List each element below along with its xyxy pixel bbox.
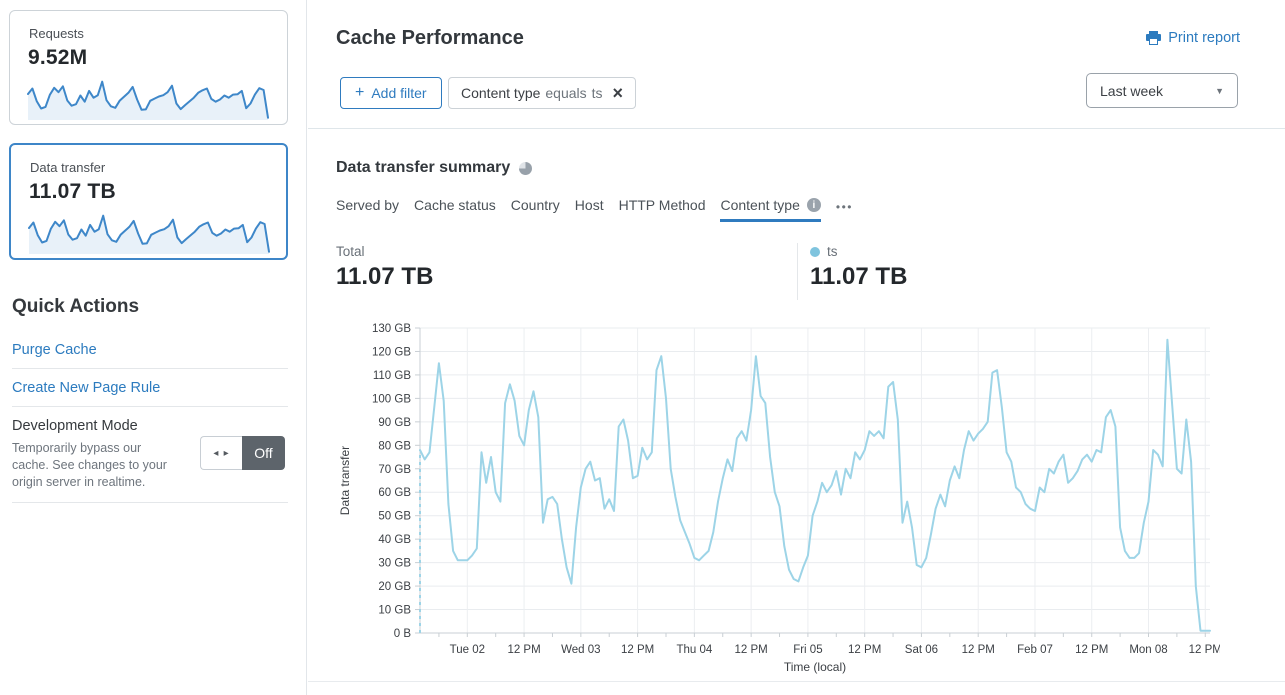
svg-text:Thu 04: Thu 04 [676,644,712,656]
pie-chart-icon [519,161,533,175]
svg-text:80 GB: 80 GB [378,440,411,452]
total-label: Total [336,244,365,259]
page-title: Cache Performance [336,27,524,49]
svg-text:12 PM: 12 PM [735,644,768,656]
development-mode-title: Development Mode [12,418,138,434]
tab-served-by[interactable]: Served by [336,197,400,213]
data-transfer-summary-card[interactable]: Data transfer 11.07 TB [9,143,288,260]
header-divider [308,128,1285,129]
svg-text:30 GB: 30 GB [378,558,411,570]
filter-chip-field: Content type [461,85,541,101]
dimension-tabs: Served by Cache status Country Host HTTP… [336,197,853,222]
data-transfer-card-value: 11.07 TB [29,180,116,203]
create-new-page-rule-link[interactable]: Create New Page Rule [12,380,161,396]
tab-cache-status[interactable]: Cache status [414,197,496,213]
summary-vertical-divider [797,243,798,300]
filter-chip: Content type equals ts × [448,77,637,109]
requests-summary-card[interactable]: Requests 9.52M [9,10,288,125]
bottom-divider [308,681,1285,682]
series-legend: ts [810,244,838,259]
info-icon[interactable]: i [806,198,821,212]
svg-text:12 PM: 12 PM [621,644,654,656]
requests-card-label: Requests [29,26,84,41]
quick-actions-title: Quick Actions [12,296,140,317]
svg-text:Sat 06: Sat 06 [905,644,938,656]
svg-text:70 GB: 70 GB [378,464,411,476]
summary-title: Data transfer summary [336,159,511,176]
svg-text:90 GB: 90 GB [378,417,411,429]
total-value: 11.07 TB [336,263,434,290]
tab-host[interactable]: Host [574,197,604,213]
summary-title-row: Data transfer summary [336,159,533,177]
printer-icon [1146,31,1162,45]
svg-text:10 GB: 10 GB [378,605,411,617]
close-icon[interactable]: × [612,83,624,103]
add-filter-button[interactable]: + Add filter [340,77,442,109]
data-transfer-card-label: Data transfer [30,160,106,175]
development-mode-toggle[interactable]: ◂ ▸ Off [200,436,285,470]
svg-text:130 GB: 130 GB [372,323,411,335]
toggle-off-label[interactable]: Off [242,436,285,470]
series-color-dot [810,246,820,257]
time-range-select[interactable]: Last week ▼ [1086,73,1238,108]
time-range-value: Last week [1100,82,1164,99]
svg-text:12 PM: 12 PM [962,644,995,656]
svg-text:Mon 08: Mon 08 [1129,644,1167,656]
print-report-label: Print report [1168,30,1240,46]
sidebar: Requests 9.52M Data transfer 11.07 TB Qu… [0,0,307,695]
svg-text:Feb 07: Feb 07 [1017,644,1053,656]
print-report-button[interactable]: Print report [1146,30,1240,46]
add-filter-label: Add filter [371,85,427,101]
series-name: ts [827,244,838,259]
svg-text:0 B: 0 B [394,628,412,640]
svg-text:12 PM: 12 PM [1189,644,1220,656]
data-transfer-chart: 0 B 10 GB 20 GB 30 GB 40 GB 50 GB 60 GB 70 GB 80… [338,323,1220,674]
svg-text:60 GB: 60 GB [378,487,411,499]
series-value: 11.07 TB [810,263,908,290]
development-mode-description: Temporarily bypass our cache. See change… [12,441,167,489]
filter-chip-value: ts [591,85,603,101]
svg-text:50 GB: 50 GB [378,511,411,523]
svg-text:12 PM: 12 PM [507,644,540,656]
svg-text:12 PM: 12 PM [848,644,881,656]
svg-text:Data transfer: Data transfer [338,446,352,515]
svg-text:120 GB: 120 GB [372,346,411,358]
svg-text:Tue 02: Tue 02 [450,644,485,656]
divider [12,368,288,369]
svg-text:40 GB: 40 GB [378,534,411,546]
svg-text:110 GB: 110 GB [373,370,411,382]
svg-text:Time (local): Time (local) [784,660,846,674]
data-transfer-sparkline [28,214,270,254]
svg-text:Wed 03: Wed 03 [561,644,600,656]
toggle-arrows-icon[interactable]: ◂ ▸ [200,436,242,470]
filter-chip-operator: equals [545,85,587,101]
main-content: Cache Performance Print report + Add fil… [308,0,1285,695]
tab-content-type[interactable]: Content type i [720,197,821,222]
tab-content-type-label: Content type [720,197,800,213]
svg-text:20 GB: 20 GB [378,581,411,593]
plus-icon: + [355,84,365,101]
tab-country[interactable]: Country [510,197,560,213]
divider [12,406,288,407]
svg-text:Fri 05: Fri 05 [793,644,822,656]
tab-http-method[interactable]: HTTP Method [618,197,706,213]
svg-text:12 PM: 12 PM [1075,644,1108,656]
svg-text:100 GB: 100 GB [372,393,411,405]
divider [12,502,288,503]
chevron-down-icon: ▼ [1215,85,1224,96]
requests-sparkline [27,80,269,120]
requests-card-value: 9.52M [28,46,88,69]
purge-cache-link[interactable]: Purge Cache [12,342,97,358]
more-options-icon[interactable]: ••• [835,200,853,214]
